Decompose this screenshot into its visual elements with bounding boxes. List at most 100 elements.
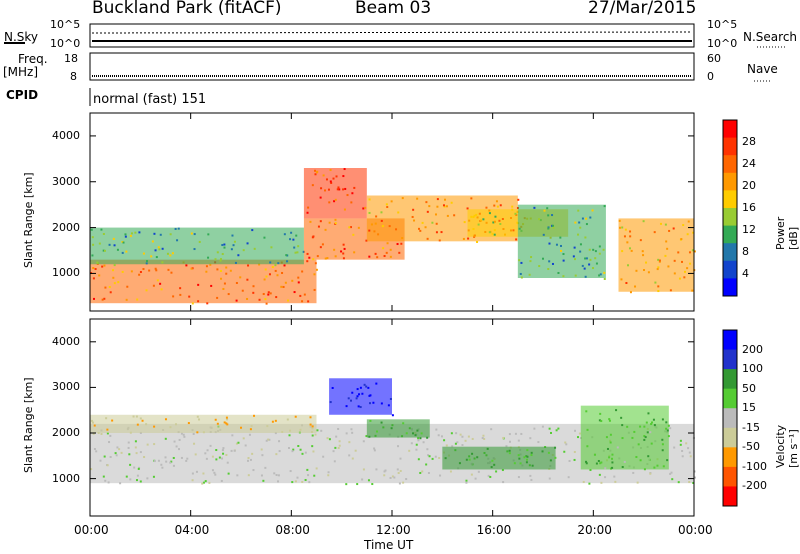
power-cell bbox=[599, 273, 602, 276]
power-cell bbox=[401, 197, 404, 200]
power-cell bbox=[579, 243, 582, 246]
power-cell bbox=[352, 233, 355, 236]
velocity-cell bbox=[337, 427, 340, 430]
power-cell bbox=[642, 254, 645, 257]
velocity-cell bbox=[278, 440, 281, 443]
velocity-cell bbox=[666, 459, 669, 462]
velocity-cell bbox=[383, 474, 386, 477]
power-cell bbox=[138, 273, 141, 276]
power-cell bbox=[145, 262, 148, 265]
power-cell bbox=[177, 227, 180, 230]
power-cell bbox=[511, 205, 514, 208]
power-cell bbox=[656, 268, 659, 271]
power-cell bbox=[313, 273, 316, 276]
power-cell bbox=[368, 198, 371, 201]
velocity-region-3 bbox=[442, 446, 556, 470]
velocity-cell bbox=[225, 422, 228, 425]
power-cell bbox=[222, 287, 225, 290]
velocity-cell bbox=[632, 471, 635, 474]
velocity-cell bbox=[417, 458, 420, 461]
power-cell bbox=[210, 284, 213, 287]
velocity-cell bbox=[164, 456, 167, 459]
velocity-cell bbox=[133, 466, 136, 469]
power-cell bbox=[92, 243, 95, 246]
power-cell bbox=[397, 211, 400, 214]
freq-left-tick-bottom: 8 bbox=[70, 70, 77, 83]
velocity-cell bbox=[139, 480, 142, 483]
power-cell bbox=[547, 214, 550, 217]
freq-panel-frame bbox=[89, 52, 695, 81]
velocity-cell bbox=[425, 463, 428, 466]
velocity-cell bbox=[454, 442, 457, 445]
power-cell bbox=[657, 290, 660, 293]
velocity-cell bbox=[116, 446, 119, 449]
velocity-cell bbox=[578, 432, 581, 435]
velocity-cell bbox=[373, 447, 376, 450]
power-cell bbox=[246, 242, 249, 245]
velocity-cell bbox=[365, 435, 368, 438]
power-cell bbox=[124, 233, 127, 236]
power-cell bbox=[682, 224, 685, 227]
power-colorbar-label: Power [dB] bbox=[774, 216, 800, 250]
power-cell bbox=[444, 198, 447, 201]
power-cell bbox=[538, 265, 541, 268]
power-cell bbox=[551, 224, 554, 227]
velocity-colorbar-tick: 100 bbox=[742, 362, 763, 376]
velocity-cell bbox=[621, 465, 624, 468]
power-cell bbox=[315, 268, 318, 271]
power-cell bbox=[588, 248, 591, 251]
power-cell bbox=[324, 257, 327, 260]
velocity-cell bbox=[192, 432, 195, 435]
power-cell bbox=[342, 252, 345, 255]
velocity-cell bbox=[595, 462, 598, 465]
power-cell bbox=[603, 271, 606, 274]
power-cell bbox=[188, 295, 191, 298]
power-colorbar bbox=[723, 120, 737, 297]
velocity-cell bbox=[397, 472, 400, 475]
power-cell bbox=[103, 249, 106, 252]
velocity-cell bbox=[639, 425, 642, 428]
velocity-cell bbox=[286, 418, 289, 421]
velocity-cell bbox=[449, 470, 452, 473]
power-cell bbox=[291, 279, 294, 282]
power-cell bbox=[691, 249, 694, 252]
freq-left-tick-top: 18 bbox=[64, 52, 78, 65]
power-cell bbox=[313, 288, 316, 291]
velocity-cell bbox=[287, 446, 290, 449]
velocity-cell bbox=[398, 482, 401, 485]
power-cell bbox=[560, 249, 563, 252]
velocity-cell bbox=[331, 386, 334, 389]
velocity-cell bbox=[227, 472, 230, 475]
power-colorbar-swatch bbox=[723, 137, 737, 156]
power-cell bbox=[424, 226, 427, 229]
power-cell bbox=[113, 264, 116, 267]
velocity-cell bbox=[114, 452, 117, 455]
power-cell bbox=[271, 266, 274, 269]
power-cell bbox=[620, 278, 623, 281]
power-cell bbox=[207, 256, 210, 259]
power-cell bbox=[562, 275, 565, 278]
freq-right-tick-bottom: 0 bbox=[707, 70, 714, 83]
velocity-cell bbox=[273, 472, 276, 475]
velocity-cell bbox=[289, 429, 292, 432]
velocity-cell bbox=[102, 475, 105, 478]
power-cell bbox=[577, 233, 580, 236]
power-cell bbox=[334, 198, 337, 201]
power-cell bbox=[297, 281, 300, 284]
power-cell bbox=[574, 221, 577, 224]
power-cell bbox=[333, 200, 336, 203]
velocity-cell bbox=[438, 456, 441, 459]
power-cell bbox=[156, 279, 159, 282]
power-cell bbox=[510, 216, 513, 219]
velocity-cell bbox=[260, 448, 263, 451]
velocity-cell bbox=[417, 439, 420, 442]
power-cell bbox=[370, 223, 373, 226]
power-cell bbox=[381, 225, 384, 228]
power-cell bbox=[134, 231, 137, 234]
xtick-label: 00:00 bbox=[678, 523, 713, 537]
power-cell bbox=[552, 226, 555, 229]
velocity-cell bbox=[643, 468, 646, 471]
power-cell bbox=[426, 237, 429, 240]
velocity-cell bbox=[359, 386, 362, 389]
nave-label: Nave bbox=[747, 62, 778, 76]
